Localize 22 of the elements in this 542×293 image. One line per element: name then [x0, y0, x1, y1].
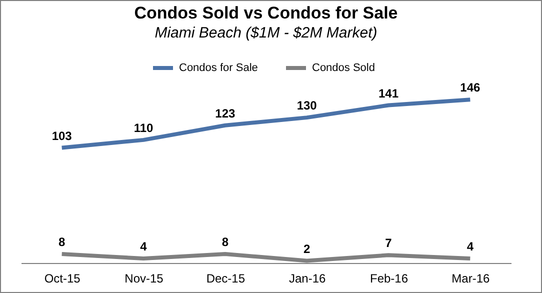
legend-label: Condos Sold	[312, 62, 375, 74]
data-label: 141	[378, 86, 399, 100]
data-label: 103	[52, 128, 72, 143]
chart-title: Condos Sold vs Condos for Sale	[134, 4, 398, 23]
data-label: 146	[460, 80, 480, 95]
data-label: 110	[134, 120, 154, 135]
chart-subtitle: Miami Beach ($1M - $2M Market)	[154, 24, 378, 42]
data-label: 4	[140, 240, 148, 254]
x-tick-label: Nov-15	[124, 272, 164, 286]
data-label: 130	[296, 98, 318, 113]
data-label: 2	[303, 242, 310, 256]
x-tick-label: Dec-15	[206, 272, 246, 286]
data-label: 8	[58, 235, 66, 250]
x-tick-label: Oct-15	[44, 272, 81, 286]
data-label: 123	[215, 106, 236, 120]
x-tick-label: Jan-16	[288, 272, 326, 286]
data-label: 7	[385, 236, 392, 250]
x-tick-label: Mar-16	[452, 272, 490, 286]
x-tick-label: Feb-16	[370, 272, 408, 286]
data-label: 8	[222, 235, 229, 250]
legend-label: Condos for Sale	[179, 62, 258, 74]
data-label: 4	[466, 240, 474, 254]
